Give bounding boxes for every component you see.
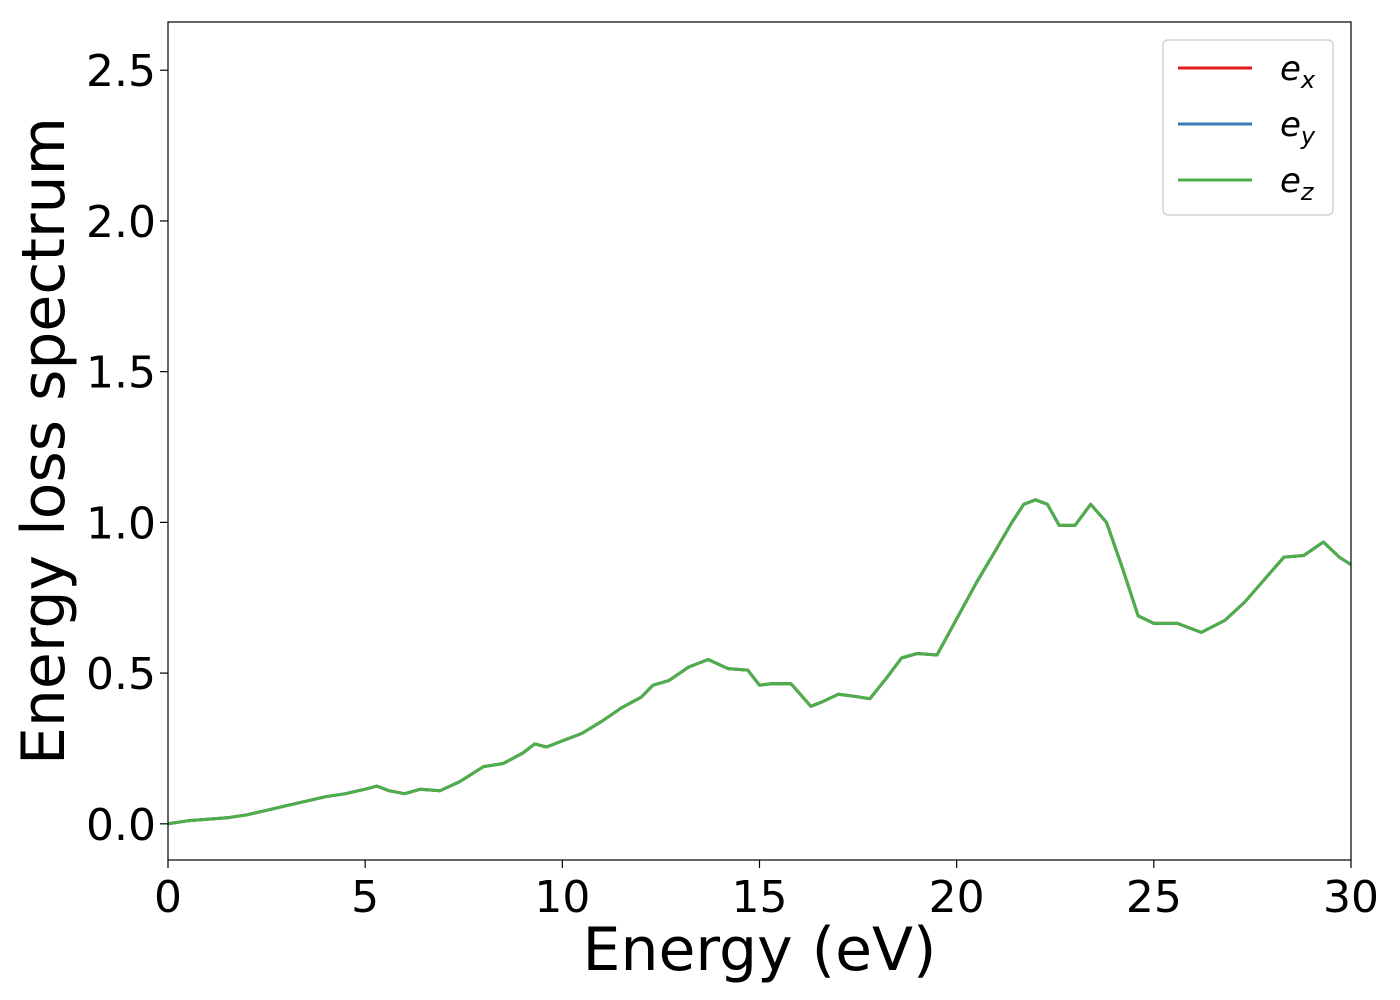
legend-label-subscript: x <box>1300 66 1316 94</box>
y-tick-label: 1.0 <box>86 498 156 549</box>
y-tick-label: 2.5 <box>86 46 156 97</box>
x-tick-label: 30 <box>1323 872 1379 923</box>
legend-label-subscript: y <box>1300 122 1316 150</box>
series-layer <box>168 498 1351 826</box>
y-tick-label: 0.0 <box>86 800 156 851</box>
legend-label-e_y: ey <box>1280 105 1316 150</box>
x-axis: 0 5 10 15 20 25 30 <box>154 860 1379 923</box>
x-tick-label: 15 <box>732 872 788 923</box>
x-tick-label: 0 <box>154 872 182 923</box>
y-axis-title: Energy loss spectrum <box>9 117 79 765</box>
x-tick-label: 5 <box>351 872 379 923</box>
legend-label-subscript: z <box>1300 178 1315 206</box>
y-tick-label: 0.5 <box>86 649 156 700</box>
x-tick-label: 25 <box>1126 872 1182 923</box>
series-line-e_z <box>168 498 1351 826</box>
y-axis: 0.0 0.5 1.0 1.5 2.0 2.5 <box>86 46 168 851</box>
legend-label-base: e <box>1280 105 1301 145</box>
legend-label-e_x: ex <box>1280 49 1316 94</box>
legend-label-base: e <box>1280 161 1301 201</box>
x-tick-label: 20 <box>929 872 985 923</box>
legend-box <box>1162 39 1334 216</box>
x-axis-title: Energy (eV) <box>583 915 937 985</box>
y-tick-label: 2.0 <box>86 197 156 248</box>
y-tick-label: 1.5 <box>86 348 156 399</box>
legend-label-e_z: ez <box>1280 161 1315 206</box>
x-tick-label: 10 <box>534 872 590 923</box>
legend-label-base: e <box>1280 49 1301 89</box>
